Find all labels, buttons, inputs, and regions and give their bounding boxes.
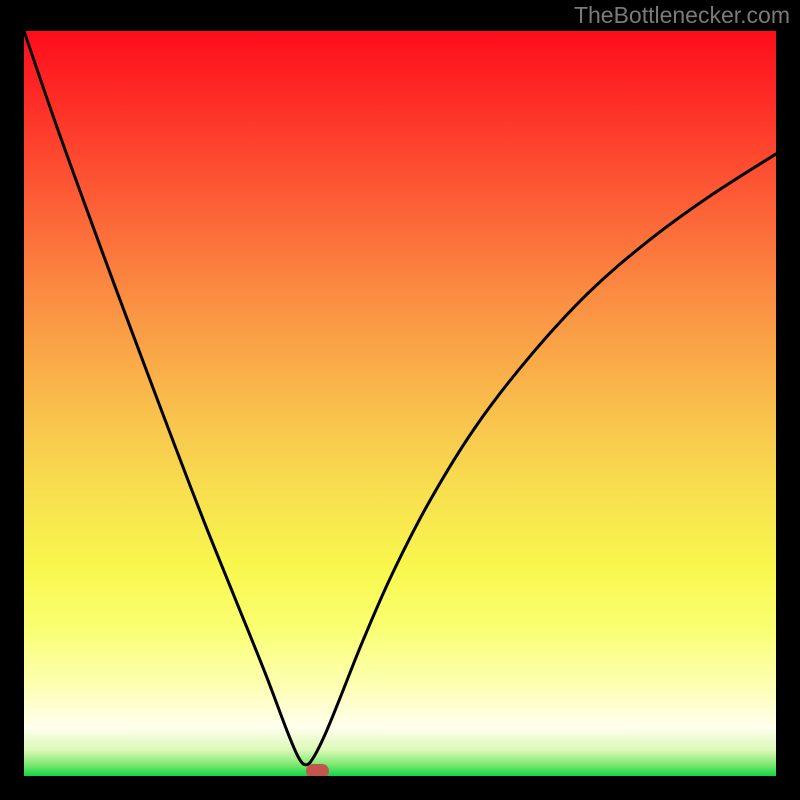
gradient-background xyxy=(24,31,776,776)
plot-area xyxy=(24,31,776,776)
watermark-text: TheBottlenecker.com xyxy=(574,2,790,29)
apex-marker xyxy=(306,764,329,776)
plot-svg xyxy=(24,31,776,776)
